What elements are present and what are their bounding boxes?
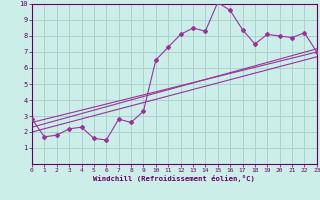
X-axis label: Windchill (Refroidissement éolien,°C): Windchill (Refroidissement éolien,°C) — [93, 175, 255, 182]
